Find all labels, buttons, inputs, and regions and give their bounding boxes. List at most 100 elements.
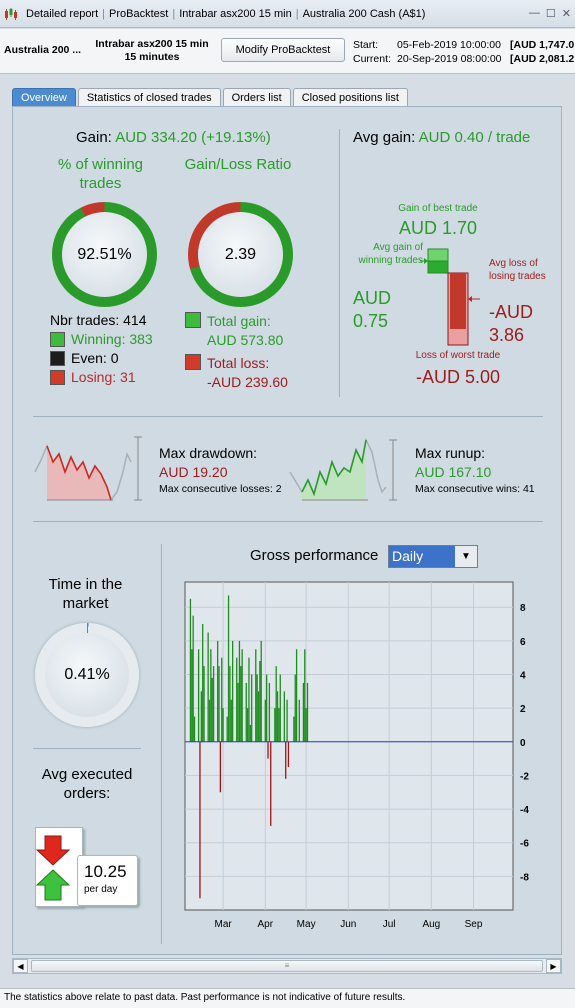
even-swatch [50, 350, 65, 366]
window-titlebar: Detailed report | ProBacktest | Intrabar… [0, 0, 575, 28]
avg-orders-value: 10.25 [84, 862, 127, 881]
x-tick-label: Jul [383, 919, 396, 930]
total-gain-value: AUD 573.80 [207, 332, 284, 348]
scrollbar-thumb[interactable]: ≡ [31, 960, 543, 972]
y-tick-label: 6 [520, 637, 526, 648]
section-divider [33, 521, 543, 522]
avg-orders-title: Avg executed orders: [41, 766, 133, 802]
strategy-timeframe: 15 minutes [124, 51, 180, 63]
avg-orders-unit: per day [84, 884, 118, 895]
time-market-donut: 0.41% [35, 623, 139, 727]
section-divider [339, 129, 340, 397]
candlestick-icon [5, 7, 17, 20]
gross-performance-chart: 8 6 4 2 0 -2 -4 -6 -8 Mar Apr May Jun Jul Aug Sep [184, 581, 529, 930]
title-segment-platform: ProBacktest [109, 7, 169, 20]
time-market-title: Time in the market [48, 576, 123, 612]
current-price: [AUD 2,081.2 [510, 53, 575, 65]
window-title: Detailed report [26, 7, 99, 20]
chevron-down-icon[interactable]: ▼ [455, 546, 477, 567]
strategy-name: Intrabar asx200 15 min [95, 38, 209, 50]
time-market-value: 0.41% [45, 633, 129, 717]
even-count: Even: 0 [71, 350, 119, 366]
even-legend: Even: 0 [50, 350, 118, 366]
y-tick-label: 0 [520, 738, 526, 749]
period-select-value: Daily [392, 548, 424, 564]
x-tick-label: May [297, 919, 316, 930]
x-tick-label: Apr [258, 919, 274, 930]
start-price: [AUD 1,747.0 [510, 39, 575, 51]
avg-win-label: Avg gain of winning trades [358, 242, 423, 266]
gain-summary: Gain: AUD 334.20 (+19.13%) [76, 129, 271, 146]
order-arrows-icon [35, 827, 83, 907]
consecutive-losses: Max consecutive losses: 2 [159, 483, 282, 495]
modify-probacktest-button[interactable]: Modify ProBacktest [221, 38, 345, 62]
gain-value: AUD 334.20 (+19.13%) [115, 129, 271, 146]
plot-area [184, 581, 514, 911]
x-tick-label: Aug [422, 919, 440, 930]
x-tick-label: Mar [214, 919, 232, 930]
y-tick-label: 8 [520, 603, 526, 614]
y-tick-label: -4 [520, 805, 529, 816]
x-tick-label: Sep [465, 919, 483, 930]
y-tick-label: 2 [520, 704, 526, 715]
consecutive-wins: Max consecutive wins: 41 [415, 483, 535, 495]
avg-loss-value: -AUD 3.86 [489, 302, 533, 345]
total-gain-label: Total gain: [207, 313, 271, 329]
winning-title: % of winning trades [57, 156, 144, 192]
report-header: Australia 200 ... Intrabar asx200 15 min… [0, 29, 575, 74]
drawdown-label: Max drawdown: [159, 445, 258, 461]
title-segment-strategy: Intrabar asx200 15 min [179, 7, 292, 20]
losing-count: Losing: 31 [71, 369, 136, 385]
start-label: Start: [353, 39, 379, 51]
avg-gain-label: Avg gain: [353, 129, 416, 146]
avg-orders-box: 10.25 per day [77, 855, 138, 906]
y-tick-label: -6 [520, 839, 529, 850]
winning-donut: 92.51% [52, 202, 157, 307]
worst-trade-label: Loss of worst trade [415, 350, 501, 361]
drawdown-value: AUD 19.20 [159, 464, 228, 480]
report-tabs: Overview Statistics of closed trades Ord… [12, 88, 408, 107]
tab-overview[interactable]: Overview [12, 88, 76, 107]
drawdown-sparkline [34, 436, 142, 502]
tab-orders-list[interactable]: Orders list [222, 88, 291, 107]
instrument-name: Australia 200 ... [4, 44, 82, 56]
disclaimer-text: The statistics above relate to past data… [0, 988, 575, 1008]
current-date: 20-Sep-2019 08:00:00 [397, 53, 502, 65]
losing-legend: Losing: 31 [50, 369, 136, 385]
section-divider [33, 748, 141, 749]
maximize-icon[interactable]: ☐ [545, 8, 556, 20]
scroll-left-icon[interactable]: ◀ [13, 959, 28, 973]
close-icon[interactable]: ✕ [561, 8, 571, 20]
tab-statistics-closed-trades[interactable]: Statistics of closed trades [77, 88, 221, 107]
runup-value: AUD 167.10 [415, 464, 492, 480]
horizontal-scrollbar[interactable]: ◀ ≡ ▶ [12, 958, 562, 974]
section-divider [33, 416, 543, 417]
avg-gain-value: AUD 0.40 / trade [418, 129, 531, 146]
section-divider [161, 544, 162, 944]
total-loss-swatch [185, 354, 201, 370]
gross-performance-title: Gross performance [250, 547, 379, 564]
avg-loss-label: Avg loss of losing trades [489, 258, 546, 282]
runup-label: Max runup: [415, 445, 486, 461]
gain-label: Gain: [76, 129, 112, 146]
winning-legend: Winning: 383 [50, 331, 153, 347]
period-select[interactable]: Daily ▼ [388, 545, 478, 568]
avg-trade-diagram [420, 248, 480, 346]
ratio-value: 2.39 [198, 212, 283, 297]
winning-count: Winning: 383 [71, 331, 153, 347]
best-trade-value: AUD 1.70 [398, 218, 478, 238]
y-tick-label: -2 [520, 771, 529, 782]
minimize-icon[interactable]: — [528, 7, 540, 19]
scroll-right-icon[interactable]: ▶ [546, 959, 561, 973]
total-gain-swatch [185, 312, 201, 328]
gain-loss-donut: 2.39 [188, 202, 293, 307]
winning-pct: 92.51% [62, 212, 147, 297]
start-date: 05-Feb-2019 10:00:00 [397, 39, 501, 51]
worst-trade-value: -AUD 5.00 [415, 367, 501, 387]
title-segment-instrument: Australia 200 Cash (A$1) [302, 7, 426, 20]
tab-closed-positions-list[interactable]: Closed positions list [292, 88, 408, 107]
avg-gain-summary: Avg gain: AUD 0.40 / trade [353, 129, 530, 146]
y-tick-label: -8 [520, 872, 529, 883]
total-loss-label: Total loss: [207, 355, 270, 371]
total-loss: Total loss: -AUD 239.60 [207, 354, 288, 392]
